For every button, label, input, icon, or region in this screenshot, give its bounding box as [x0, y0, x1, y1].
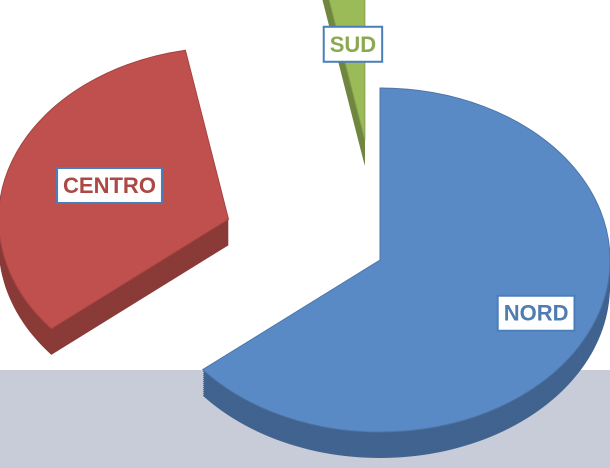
label-box	[322, 25, 384, 63]
slice-label: SUD	[330, 32, 376, 57]
labels: NORD CENTRO SUD	[56, 25, 576, 332]
slice-label: CENTRO	[63, 173, 156, 198]
label-box	[496, 294, 576, 332]
slice	[201, 87, 610, 433]
slice-label: NORD	[504, 301, 569, 326]
label-box	[56, 166, 163, 204]
